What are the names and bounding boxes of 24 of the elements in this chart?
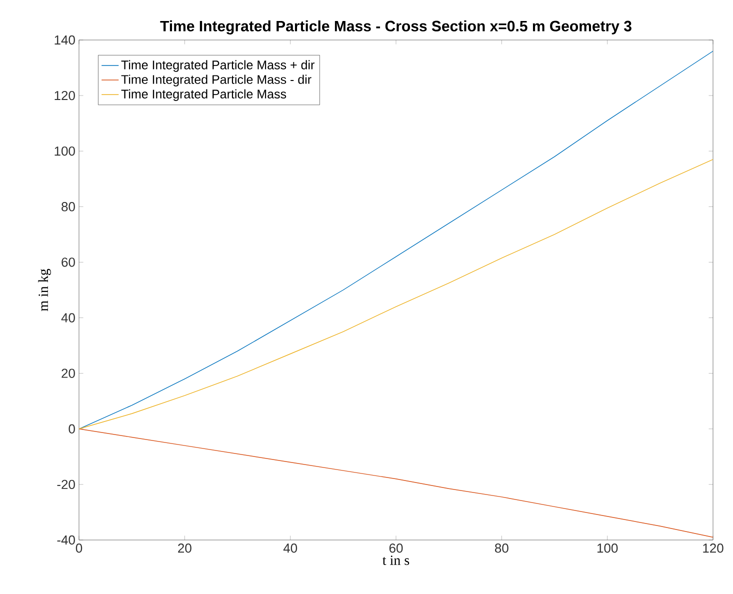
y-tick-label: 60	[62, 258, 75, 267]
x-tick-label: 60	[389, 544, 403, 553]
legend-label: Time Integrated Particle Mass + dir	[121, 60, 314, 72]
legend-label: Time Integrated Particle Mass	[121, 89, 286, 101]
x-tick-label: 20	[178, 544, 192, 553]
x-tick-label: 120	[703, 544, 724, 553]
y-tick-label: 120	[54, 90, 75, 100]
legend-label: Time Integrated Particle Mass - dir	[121, 74, 312, 86]
y-tick-label: -40	[57, 535, 75, 545]
y-tick-label: 20	[62, 368, 75, 378]
x-tick-label: 0	[76, 544, 82, 553]
y-tick-label: 140	[54, 35, 75, 45]
y-tick-label: 80	[62, 202, 75, 212]
y-tick-label: 0	[68, 424, 75, 434]
y-axis-title: m in kg	[38, 268, 51, 312]
x-tick-label: 80	[495, 544, 508, 553]
y-tick-label: -20	[57, 480, 75, 490]
line-series	[79, 159, 714, 430]
chart-title: Time Integrated Particle Mass - Cross Section x=0.5 m Geometry 3	[160, 20, 632, 34]
x-axis-title: t in s	[382, 556, 410, 566]
y-tick-label: 100	[54, 146, 75, 156]
x-tick-label: 100	[597, 544, 618, 553]
y-tick-label: 40	[61, 313, 75, 322]
x-tick-label: 40	[283, 544, 298, 553]
